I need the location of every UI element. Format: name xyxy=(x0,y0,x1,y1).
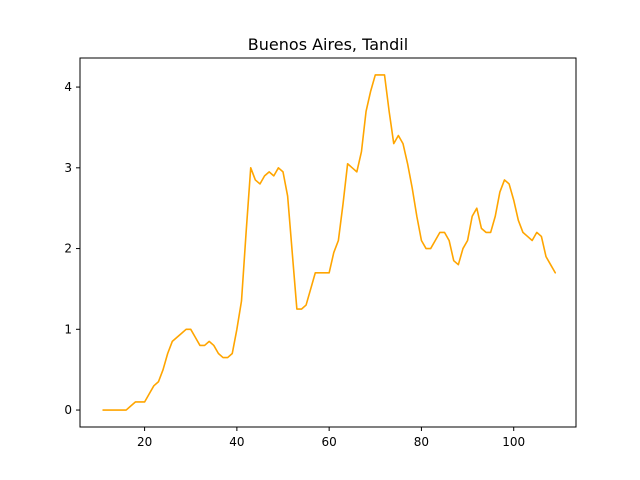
x-tick-label: 100 xyxy=(502,435,525,449)
y-tick-label: 4 xyxy=(64,80,72,94)
y-tick-label: 1 xyxy=(64,322,72,336)
y-tick-label: 0 xyxy=(64,403,72,417)
x-axis: 20 40 60 80 100 xyxy=(137,427,525,449)
chart-title: Buenos Aires, Tandil xyxy=(248,35,408,54)
y-axis: 0 1 2 3 4 xyxy=(64,80,80,417)
axes-frame xyxy=(79,57,577,428)
series-line-0 xyxy=(102,74,557,411)
y-tick-label: 3 xyxy=(64,161,72,175)
x-tick-label: 40 xyxy=(229,435,244,449)
x-tick-label: 20 xyxy=(137,435,152,449)
plot-area xyxy=(102,74,557,411)
y-tick-label: 2 xyxy=(64,242,72,256)
x-tick-label: 60 xyxy=(322,435,337,449)
x-tick-label: 80 xyxy=(414,435,429,449)
